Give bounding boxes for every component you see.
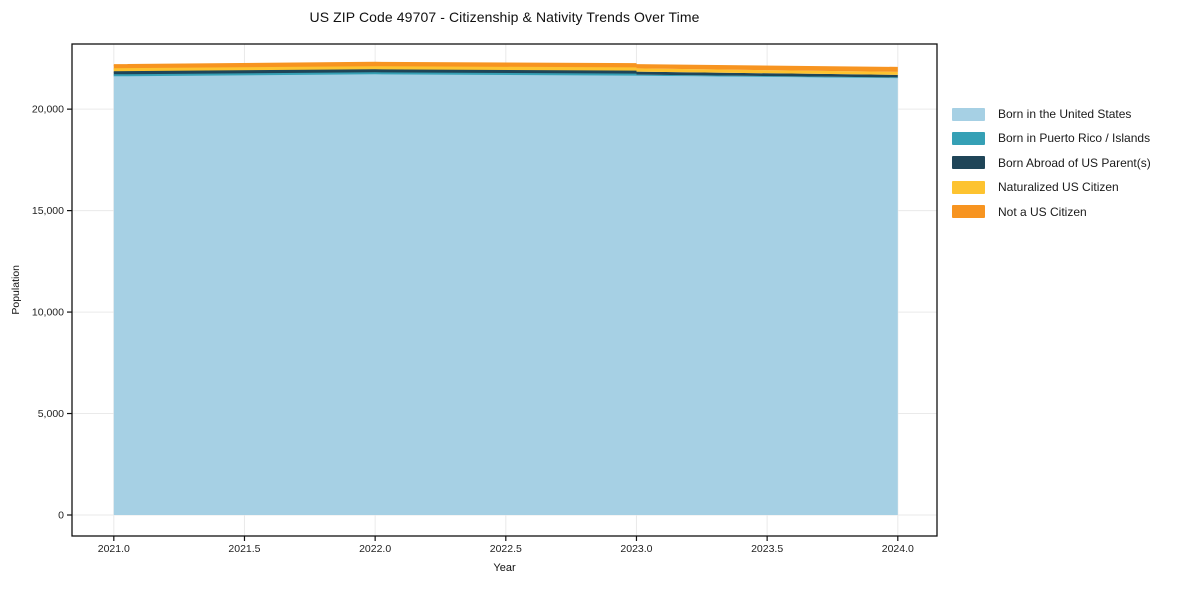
y-tick-label: 20,000 — [32, 104, 64, 116]
x-tick-label: 2023.5 — [751, 543, 783, 555]
legend: Born in the United States Born in Puerto… — [952, 107, 1151, 229]
y-tick-label: 10,000 — [32, 307, 64, 319]
legend-label-born-abroad: Born Abroad of US Parent(s) — [998, 155, 1151, 170]
chart-title: US ZIP Code 49707 - Citizenship & Nativi… — [309, 9, 700, 25]
y-axis-title-text: Population — [10, 265, 22, 315]
x-tick-label: 2021.0 — [98, 543, 130, 555]
area-naturalized-us-citizen — [113, 67, 898, 75]
area-line-1 — [113, 72, 637, 77]
legend-label-born-pr-islands: Born in Puerto Rico / Islands — [998, 131, 1151, 146]
legend-item-naturalized[interactable]: Naturalized US Citizen — [952, 180, 1151, 194]
area-line-3 — [113, 66, 637, 71]
y-axis-title: Population — [0, 44, 32, 536]
legend-label-not-citizen: Not a US Citizen — [998, 204, 1087, 219]
legend-label-naturalized: Naturalized US Citizen — [998, 180, 1119, 195]
area-born-in-the-united-states — [113, 74, 898, 515]
area-line-4 — [113, 61, 637, 67]
legend-swatch-born-us — [952, 107, 985, 121]
x-tick-label: 2022.5 — [490, 543, 522, 555]
x-tick-label: 2023.0 — [620, 543, 652, 555]
area-line-2 — [113, 69, 637, 74]
y-tick-label: 15,000 — [32, 205, 64, 217]
legend-swatch-not-citizen — [952, 205, 985, 219]
legend-item-born-us[interactable]: Born in the United States — [952, 107, 1151, 121]
x-tick-label: 2022.0 — [359, 543, 391, 555]
legend-item-not-citizen[interactable]: Not a US Citizen — [952, 205, 1151, 219]
x-tick-label: 2021.5 — [228, 543, 260, 555]
x-axis-title: Year — [493, 562, 516, 574]
legend-label-born-us: Born in the United States — [998, 107, 1132, 121]
legend-swatch-naturalized — [952, 180, 985, 194]
legend-item-born-abroad[interactable]: Born Abroad of US Parent(s) — [952, 156, 1151, 170]
y-tick-label: 0 — [58, 509, 64, 521]
legend-swatch-born-abroad — [952, 156, 985, 170]
legend-swatch-born-pr-islands — [952, 131, 985, 145]
legend-item-born-pr-islands[interactable]: Born in Puerto Rico / Islands — [952, 131, 1151, 145]
x-tick-label: 2024.0 — [882, 543, 914, 555]
plot-border — [71, 43, 938, 537]
y-tick-label: 5,000 — [38, 408, 64, 420]
